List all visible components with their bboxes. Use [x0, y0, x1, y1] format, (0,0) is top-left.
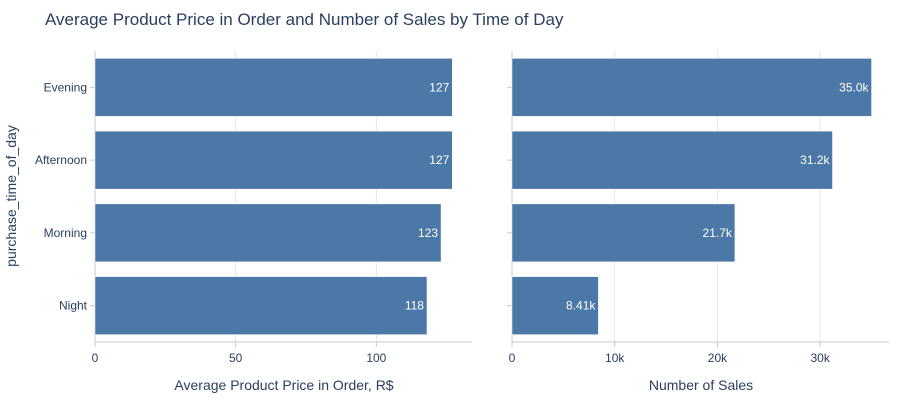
- bar-value-label: 127: [429, 80, 449, 94]
- x-tick-label: 0: [92, 351, 99, 365]
- sales-panel: Number of Sales 0 10k 20k 30k 35.0k 31.2k 21.7…: [507, 51, 889, 393]
- bar-value-label: 35.0k: [839, 80, 869, 94]
- x-tick-label: 100: [366, 351, 386, 365]
- x-axis-title-sales: Number of Sales: [649, 377, 753, 393]
- bar-evening[interactable]: [511, 58, 872, 117]
- bar-value-label: 31.2k: [800, 153, 830, 167]
- bar-morning[interactable]: [94, 203, 442, 263]
- bar-night[interactable]: [511, 276, 599, 335]
- bar-afternoon[interactable]: [511, 130, 833, 190]
- bar-value-label: 127: [429, 153, 449, 167]
- chart-title: Average Product Price in Order and Numbe…: [45, 10, 564, 29]
- x-tick-label: 10k: [605, 351, 625, 365]
- x-tick-label: 30k: [810, 351, 830, 365]
- x-tick-label: 0: [509, 351, 516, 365]
- category-label: Morning: [44, 226, 87, 240]
- bar-value-label: 8.41k: [566, 299, 596, 313]
- bar-night[interactable]: [94, 276, 428, 335]
- price-panel: purchase_time_of_day Average Product Pri…: [3, 51, 472, 393]
- x-axis-title-price: Average Product Price in Order, R$: [174, 377, 393, 393]
- bar-morning[interactable]: [511, 203, 736, 263]
- x-tick-label: 20k: [708, 351, 728, 365]
- bar-afternoon[interactable]: [94, 130, 453, 190]
- category-label: Evening: [44, 80, 87, 94]
- bar-evening[interactable]: [94, 58, 453, 117]
- x-tick-label: 50: [229, 351, 243, 365]
- category-label: Night: [59, 299, 88, 313]
- bar-value-label: 123: [418, 226, 438, 240]
- bar-value-label: 118: [405, 299, 424, 313]
- category-label: Afternoon: [35, 153, 87, 167]
- bar-value-label: 21.7k: [703, 226, 733, 240]
- y-axis-title: purchase_time_of_day: [3, 125, 19, 267]
